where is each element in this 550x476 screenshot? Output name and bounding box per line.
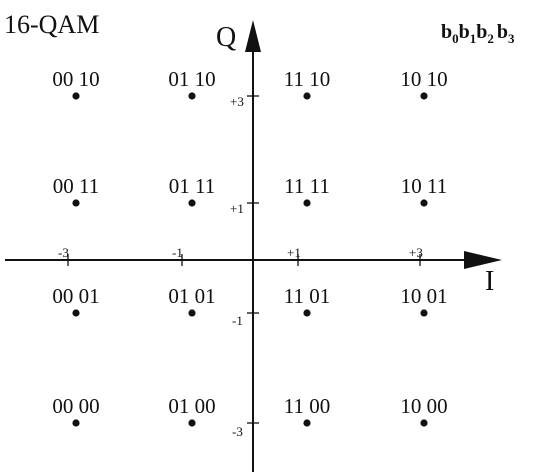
constellation-point-label: 10 11 [401,174,447,198]
bit-b1-subscript: 1 [470,31,477,46]
constellation-point [72,419,80,427]
i-tick-label-plus-3: +3 [409,245,423,260]
bit-order-label: b0b1b2 b3 [441,21,515,46]
constellation-point [420,419,428,427]
constellation-point-label: 00 10 [52,67,99,91]
constellation-point [188,199,196,207]
constellation-point [303,92,311,100]
constellation-point-label: 11 10 [284,67,330,91]
constellation-point-label: 01 11 [169,174,215,198]
constellation-point [188,92,196,100]
i-axis-arrowhead [464,251,502,269]
constellation-point-label: 11 00 [284,394,330,418]
bit-b2-subscript: 2 [487,31,494,46]
q-tick-label-minus-1: -1 [232,313,243,328]
constellation-points: 00 10 01 10 11 10 10 10 00 11 01 11 11 11 10 11… [52,67,448,427]
constellation-point-label: 11 11 [284,174,330,198]
constellation-point-label: 00 11 [53,174,99,198]
i-axis-ticks [67,254,421,266]
constellation-point-label: 10 01 [400,284,447,308]
diagram-title: 16-QAM [4,10,99,39]
constellation-point [72,309,80,317]
constellation-point-label: 01 00 [168,394,215,418]
q-tick-label-plus-3: +3 [230,94,244,109]
i-axis-label: I [485,266,494,297]
constellation-point [420,199,428,207]
q-axis-ticks [247,95,259,424]
constellation-point [303,419,311,427]
constellation-point-label: 01 10 [168,67,215,91]
bit-b0-subscript: 0 [452,31,459,46]
q-tick-label-minus-3: -3 [232,424,243,439]
constellation-point-label: 00 00 [52,394,99,418]
bit-b1: b [459,21,470,43]
constellation-point-label: 01 01 [168,284,215,308]
q-axis-arrowhead [245,20,261,52]
constellation-point [420,309,428,317]
i-tick-label-minus-3: -3 [58,245,69,260]
i-tick-label-plus-1: +1 [287,245,301,260]
constellation-point [420,92,428,100]
i-tick-label-minus-1: -1 [172,245,183,260]
constellation-point [72,199,80,207]
bit-b3-subscript: 3 [508,31,515,46]
q-tick-label-plus-1: +1 [230,201,244,216]
constellation-point-label: 10 10 [400,67,447,91]
constellation-point [72,92,80,100]
constellation-point [188,309,196,317]
bit-b3: b [497,21,508,43]
constellation-point-label: 11 01 [284,284,330,308]
constellation-point [188,419,196,427]
constellation-point-label: 10 00 [400,394,447,418]
constellation-point [303,199,311,207]
constellation-point-label: 00 01 [52,284,99,308]
bit-b2: b [476,21,487,43]
bit-b0: b [441,21,452,43]
constellation-point [303,309,311,317]
q-axis-label: Q [216,22,236,53]
